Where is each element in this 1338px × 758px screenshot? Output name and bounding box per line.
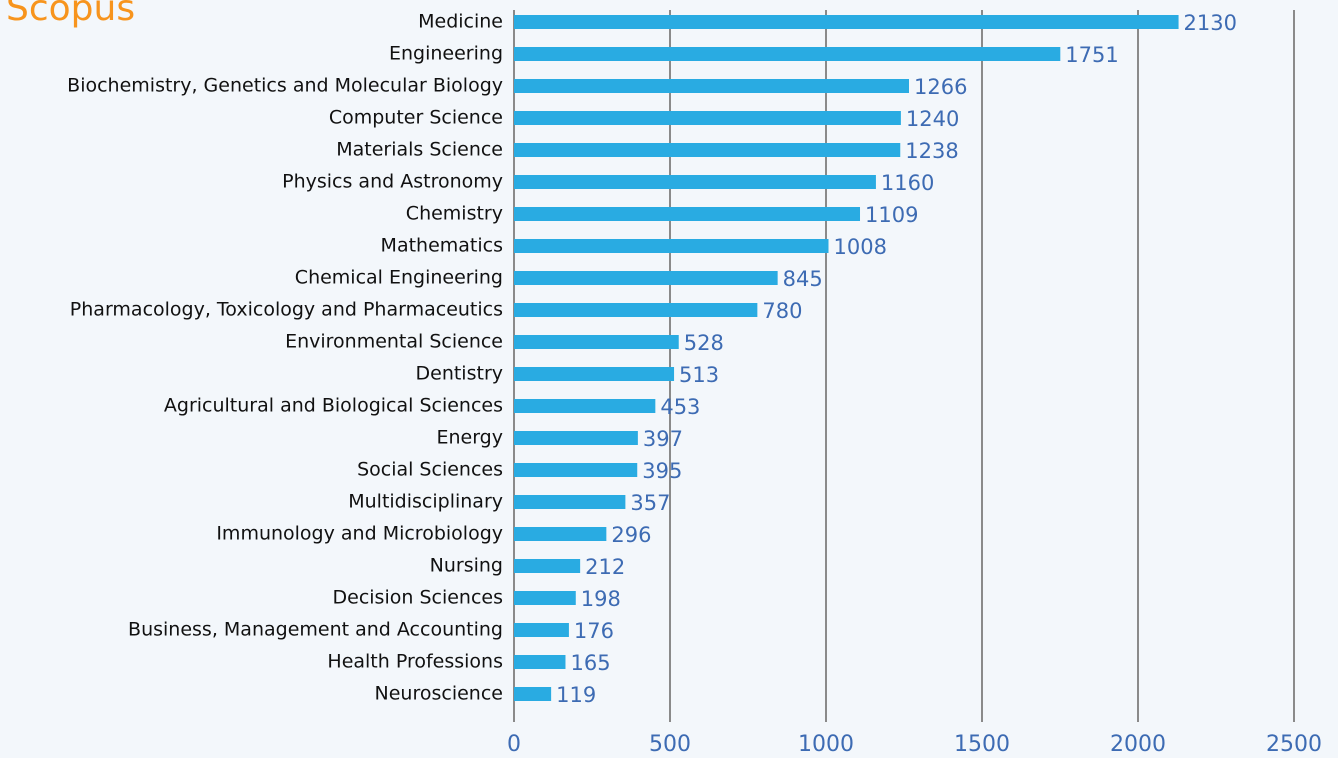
bar bbox=[514, 367, 675, 381]
y-tick-label: Energy bbox=[436, 427, 503, 449]
value-label: 780 bbox=[762, 299, 802, 323]
value-label: 1160 bbox=[881, 171, 934, 195]
bar bbox=[514, 527, 607, 541]
bar bbox=[514, 623, 569, 637]
y-tick-label: Chemical Engineering bbox=[295, 267, 503, 289]
x-tick-label: 1000 bbox=[798, 732, 854, 757]
value-label: 395 bbox=[642, 459, 682, 483]
y-tick-label: Multidisciplinary bbox=[348, 491, 503, 513]
bar bbox=[514, 431, 638, 445]
bar bbox=[514, 591, 576, 605]
bar bbox=[514, 207, 861, 221]
bar bbox=[514, 143, 901, 157]
y-tick-label: Neuroscience bbox=[375, 683, 503, 705]
y-tick-label: Pharmacology, Toxicology and Pharmaceuti… bbox=[70, 299, 503, 321]
value-label: 1238 bbox=[905, 139, 958, 163]
bar bbox=[514, 399, 656, 413]
value-label: 397 bbox=[643, 427, 683, 451]
x-tick-label: 2500 bbox=[1266, 732, 1322, 757]
bar bbox=[514, 559, 581, 573]
y-tick-label: Agricultural and Biological Sciences bbox=[164, 395, 503, 417]
value-label: 296 bbox=[611, 523, 651, 547]
y-tick-label: Materials Science bbox=[336, 139, 503, 161]
x-tick-label: 2000 bbox=[1110, 732, 1166, 757]
y-tick-label: Medicine bbox=[418, 11, 503, 33]
chart-title: Scopus bbox=[6, 0, 135, 29]
value-label: 513 bbox=[679, 363, 719, 387]
value-label: 528 bbox=[684, 331, 724, 355]
value-label: 165 bbox=[570, 651, 610, 675]
bar bbox=[514, 463, 638, 477]
y-tick-label: Decision Sciences bbox=[333, 587, 503, 609]
y-tick-label: Nursing bbox=[430, 555, 503, 577]
bar bbox=[514, 303, 758, 317]
value-label: 119 bbox=[556, 683, 596, 707]
y-tick-label: Business, Management and Accounting bbox=[128, 619, 503, 641]
value-label: 1109 bbox=[865, 203, 918, 227]
y-tick-label: Biochemistry, Genetics and Molecular Bio… bbox=[67, 75, 503, 97]
x-tick-label: 0 bbox=[507, 732, 521, 757]
value-label: 453 bbox=[660, 395, 700, 419]
x-tick-label: 500 bbox=[649, 732, 691, 757]
value-label: 357 bbox=[630, 491, 670, 515]
y-tick-label: Computer Science bbox=[329, 107, 503, 129]
bar bbox=[514, 335, 679, 349]
y-tick-label: Immunology and Microbiology bbox=[216, 523, 503, 545]
y-tick-label: Mathematics bbox=[381, 235, 503, 257]
value-label: 845 bbox=[783, 267, 823, 291]
y-tick-label: Engineering bbox=[389, 43, 503, 65]
bar bbox=[514, 15, 1179, 29]
value-label: 176 bbox=[574, 619, 614, 643]
value-label: 1266 bbox=[914, 75, 967, 99]
bar bbox=[514, 655, 566, 669]
y-tick-label: Environmental Science bbox=[285, 331, 503, 353]
y-tick-label: Dentistry bbox=[416, 363, 504, 385]
y-tick-label: Health Professions bbox=[327, 651, 503, 673]
value-label: 1751 bbox=[1065, 43, 1118, 67]
bar bbox=[514, 495, 626, 509]
bar bbox=[514, 47, 1061, 61]
y-tick-label: Chemistry bbox=[406, 203, 503, 225]
bar bbox=[514, 79, 909, 93]
value-label: 2130 bbox=[1184, 11, 1237, 35]
y-tick-label: Social Sciences bbox=[357, 459, 503, 481]
bar bbox=[514, 271, 778, 285]
bar bbox=[514, 239, 829, 253]
value-label: 198 bbox=[581, 587, 621, 611]
x-tick-label: 1500 bbox=[954, 732, 1010, 757]
value-label: 212 bbox=[585, 555, 625, 579]
y-tick-label: Physics and Astronomy bbox=[282, 171, 503, 193]
bar bbox=[514, 687, 552, 701]
value-label: 1008 bbox=[833, 235, 886, 259]
bar bbox=[514, 111, 901, 125]
value-label: 1240 bbox=[906, 107, 959, 131]
bar bbox=[514, 175, 876, 189]
